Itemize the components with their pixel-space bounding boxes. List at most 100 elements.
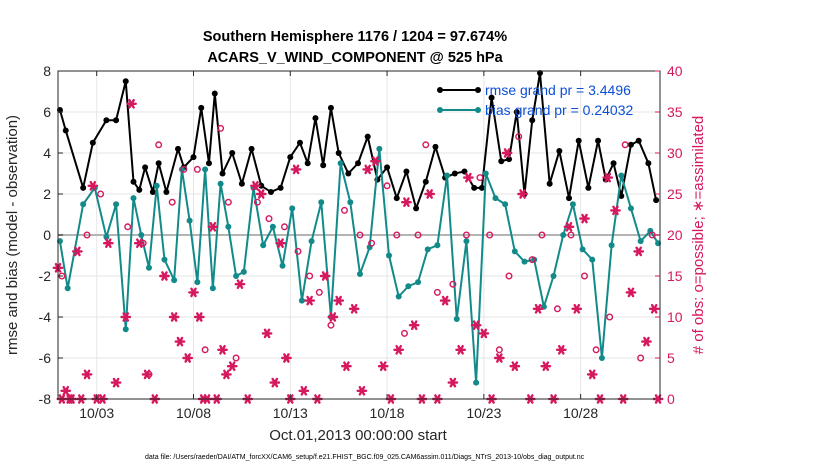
obs-assimilated-marker: [401, 197, 412, 208]
chart-title: Southern Hemisphere 1176 / 1204 = 97.674…: [203, 29, 507, 45]
x-tick-label: 10/23: [466, 405, 501, 421]
rmse-point: [149, 188, 156, 195]
rmse-point: [506, 156, 513, 163]
obs-assimilated-marker: [370, 156, 381, 167]
obs-possible-marker: [495, 346, 503, 354]
y-tick-label: -4: [39, 309, 52, 325]
y-tick-label: -2: [39, 268, 52, 284]
bias-point: [531, 256, 538, 263]
bias-point: [209, 285, 216, 292]
obs-assimilated-marker: [532, 303, 544, 314]
obs-assimilated-marker: [517, 189, 528, 199]
rmse-point: [355, 160, 362, 167]
bias-point: [178, 166, 185, 173]
obs-possible-marker: [462, 231, 470, 239]
bias-point: [80, 201, 87, 208]
y-right-tick-label: 15: [667, 268, 683, 284]
obs-assimilated-marker: [298, 385, 310, 396]
bias-point: [589, 256, 596, 263]
obs-assimilated-marker: [159, 271, 170, 281]
rmse-point: [190, 154, 197, 161]
bias-point: [337, 160, 344, 167]
bias-point: [405, 283, 412, 290]
obs-assimilated-marker: [234, 279, 246, 290]
legend-bias-marker-end: [475, 107, 481, 113]
rmse-point: [136, 186, 143, 193]
obs-possible-marker: [581, 272, 589, 280]
bias-point: [386, 252, 393, 259]
rmse-point: [229, 150, 236, 156]
obs-assimilated-marker: [571, 303, 583, 314]
rmse-point: [393, 195, 400, 202]
obs-possible-marker: [592, 346, 600, 354]
obs-possible-marker: [449, 280, 457, 288]
bias-point: [145, 264, 152, 271]
chart-subtitle: ACARS_V_WIND_COMPONENT @ 525 hPa: [207, 50, 503, 66]
y-right-tick-label: 0: [667, 391, 675, 407]
y-tick-label: 8: [43, 63, 51, 79]
obs-possible-marker: [515, 133, 523, 141]
rmse-point: [103, 117, 110, 124]
rmse-point: [211, 90, 218, 97]
rmse-point: [653, 197, 660, 204]
rmse-point: [258, 182, 265, 189]
obs-assimilated-marker: [356, 385, 368, 396]
y-axis-label: rmse and bias (model - observation): [4, 115, 21, 355]
obs-possible-marker: [400, 329, 408, 337]
bias-point: [161, 256, 168, 263]
rmse-point: [62, 127, 69, 134]
obs-assimilated-marker: [555, 344, 567, 355]
bias-point: [269, 223, 276, 230]
bias-point: [171, 277, 178, 284]
obs-assimilated-marker: [362, 164, 374, 175]
obs-assimilated-marker: [377, 361, 389, 372]
obs-assimilated-marker: [579, 213, 590, 224]
bias-point: [217, 180, 224, 187]
obs-assimilated-marker: [439, 295, 451, 306]
obs-assimilated-marker: [221, 369, 232, 380]
obs-assimilated-marker: [610, 205, 621, 216]
obs-assimilated-marker: [501, 148, 513, 158]
footer-data-file: data file: /Users/raeder/DAI/ATM_forcXX/…: [145, 454, 585, 461]
bias-point: [618, 172, 625, 179]
rmse-point: [304, 160, 311, 167]
bias-point: [138, 232, 145, 238]
obs-assimilated-marker: [255, 189, 267, 199]
y-tick-label: 0: [43, 227, 51, 243]
obs-assimilated-marker: [447, 377, 459, 388]
x-tick-label: 10/18: [370, 405, 405, 421]
rmse-point: [219, 170, 226, 177]
bias-point: [153, 182, 160, 189]
rmse-point: [635, 137, 642, 144]
obs-possible-marker: [315, 288, 323, 296]
obs-assimilated-marker: [81, 369, 93, 380]
bias-point: [240, 268, 247, 275]
obs-possible-marker: [383, 182, 391, 190]
y-right-tick-label: 5: [667, 350, 675, 366]
legend-bias-marker: [437, 107, 443, 113]
obs-possible-marker: [368, 239, 376, 247]
bias-point: [376, 145, 383, 152]
rmse-point: [595, 137, 602, 144]
y-tick-label: -8: [39, 391, 52, 407]
bias-point: [627, 205, 634, 212]
y-right-tick-label: 30: [667, 145, 683, 161]
bias-point: [415, 279, 422, 286]
rmse-point: [384, 164, 391, 171]
bias-point: [233, 273, 240, 279]
bias-point: [453, 316, 460, 323]
legend: rmse grand pr = 3.4496 bias grand pr = 0…: [437, 82, 633, 118]
obs-assimilated-marker: [455, 344, 467, 355]
obs-assimilated-marker: [126, 98, 137, 109]
rmse-point: [422, 178, 429, 185]
x-axis-label: Oct.01,2013 00:00:00 start: [269, 427, 447, 444]
rmse-point: [327, 104, 334, 111]
obs-possible-marker: [433, 288, 441, 296]
rmse-point: [312, 115, 319, 122]
bias-point: [122, 326, 129, 333]
legend-rmse-marker-end: [475, 87, 481, 93]
obs-assimilated-marker: [470, 320, 482, 331]
bias-point: [395, 293, 402, 300]
obs-assimilated-marker: [602, 172, 614, 183]
